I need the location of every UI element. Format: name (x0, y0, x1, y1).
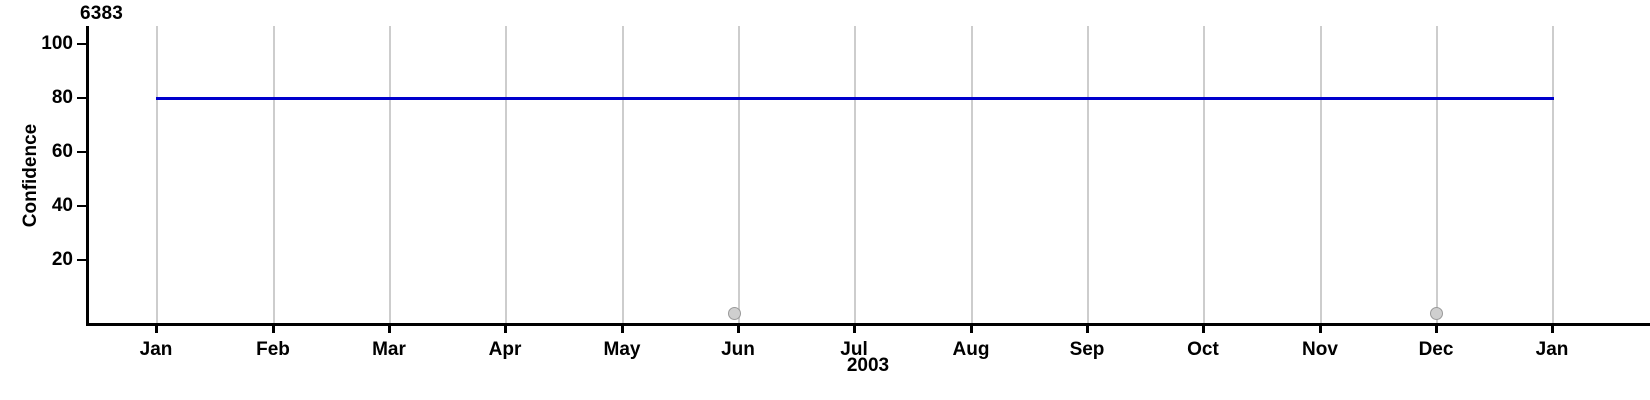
x-tick-mark (1435, 323, 1438, 333)
x-tick-label: Nov (1302, 339, 1338, 360)
y-tick-mark (77, 259, 86, 261)
x-tick-label: Dec (1418, 339, 1454, 360)
x-tick-label: Jan (1535, 339, 1569, 360)
x-axis-line (86, 323, 1650, 326)
y-tick-mark (77, 205, 86, 207)
plot-area (86, 26, 1650, 325)
x-tick-label: Mar (372, 339, 406, 360)
y-axis-line: 100 80 60 40 20 (41, 26, 89, 325)
gridline-may (622, 26, 624, 325)
x-tick-label: Aug (952, 339, 990, 360)
y-axis-title-holder: Confidence (20, 26, 44, 325)
gridline-dec (1436, 26, 1438, 325)
y-tick-label: 80 (51, 87, 73, 108)
x-tick-mark (621, 323, 624, 333)
x-tick-label: Jan (139, 339, 173, 360)
x-tick-label: Jul (840, 339, 868, 360)
x-tick-label: Jun (721, 339, 755, 360)
x-tick-label: May (603, 339, 641, 360)
data-point-marker[interactable] (1429, 306, 1443, 320)
y-tick-label: 20 (51, 249, 73, 270)
x-tick-label: Apr (488, 339, 522, 360)
gridline-jul (854, 26, 856, 325)
gridline-aug (971, 26, 973, 325)
gridline-jun (738, 26, 740, 325)
gridline-apr (505, 26, 507, 325)
gridline-feb (273, 26, 275, 325)
x-tick-mark (1202, 323, 1205, 333)
confidence-series-line (156, 97, 1554, 100)
gridline-mar (389, 26, 391, 325)
x-tick-mark (504, 323, 507, 333)
x-tick-mark (155, 323, 158, 333)
y-tick-label: 100 (41, 33, 73, 54)
y-tick-label: 60 (51, 141, 73, 162)
x-tick-mark (737, 323, 740, 333)
gridline-sep (1087, 26, 1089, 325)
x-tick-mark (970, 323, 973, 333)
data-point-marker[interactable] (727, 306, 741, 320)
x-tick-label: Oct (1187, 339, 1219, 360)
y-tick-mark (77, 43, 86, 45)
x-axis-title: 2003 (846, 355, 890, 376)
x-tick-label: Feb (256, 339, 290, 360)
y-tick-mark (77, 97, 86, 99)
x-tick-mark (1086, 323, 1089, 333)
x-tick-mark (1551, 323, 1554, 333)
gridline-jan (156, 26, 158, 325)
chart-title: 6383 (80, 3, 124, 24)
x-tick-mark (388, 323, 391, 333)
y-tick-mark (77, 151, 86, 153)
x-tick-label: Sep (1069, 339, 1105, 360)
gridline-oct (1203, 26, 1205, 325)
gridline-jan2 (1552, 26, 1554, 325)
gridline-nov (1320, 26, 1322, 325)
x-tick-mark (853, 323, 856, 333)
y-tick-label: 40 (51, 195, 73, 216)
y-axis-title: Confidence (20, 123, 41, 228)
x-tick-mark (272, 323, 275, 333)
x-tick-mark (1319, 323, 1322, 333)
